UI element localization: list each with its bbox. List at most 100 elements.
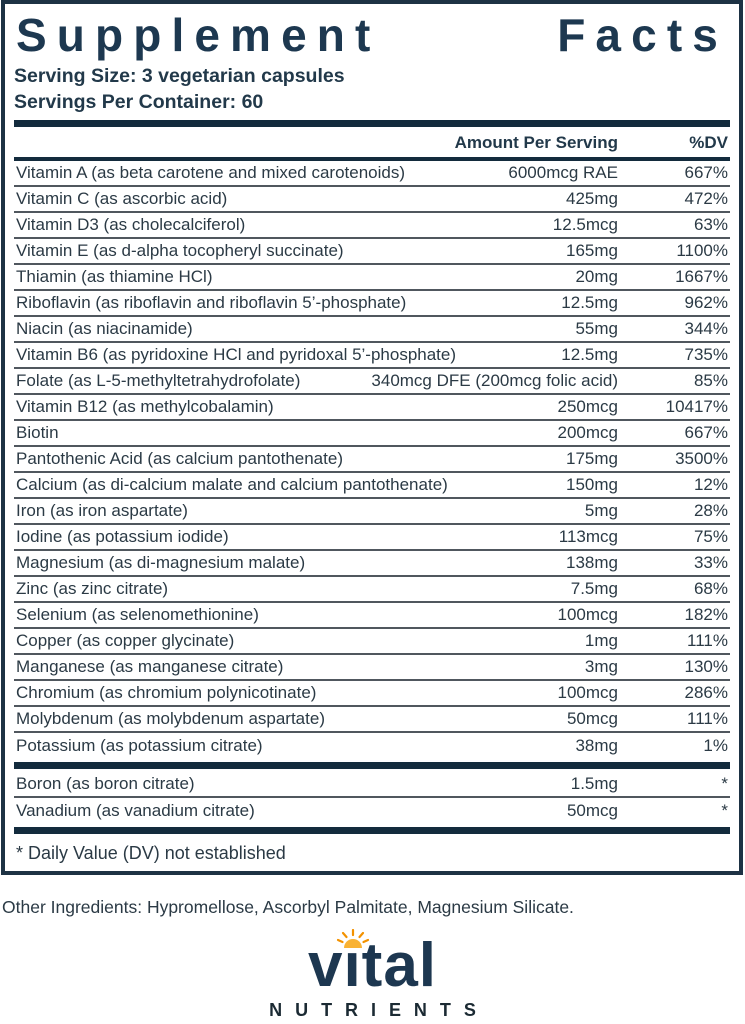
nutrient-amount: 20mg [575, 266, 618, 286]
nutrient-amount: 165mg [566, 240, 618, 260]
logo-brand-text: vı tal [307, 929, 437, 1000]
table-row: Selenium (as selenomethionine) 100mcg 18… [14, 603, 730, 629]
nutrient-dv: 28% [693, 500, 728, 520]
table-row: Pantothenic Acid (as calcium pantothenat… [14, 447, 730, 473]
serving-info: Serving Size: 3 vegetarian capsules Serv… [14, 63, 730, 115]
nutrient-table: Vitamin A (as beta carotene and mixed ca… [14, 161, 730, 759]
nutrient-name: Vitamin B6 (as pyridoxine HCl and pyrido… [16, 344, 457, 364]
nutrient-amount: 55mg [575, 318, 618, 338]
nutrient-amount: 1mg [584, 630, 618, 650]
nutrient-name: Folate (as L-5-methyltetrahydrofolate) [16, 370, 301, 390]
table-row: Potassium (as potassium citrate) 38mg 1% [14, 733, 730, 759]
table-row: Molybdenum (as molybdenum aspartate) 50m… [14, 707, 730, 733]
nutrient-amount: 12.5mg [561, 292, 618, 312]
nutrient-dv: 10417% [665, 396, 728, 416]
supplement-facts-panel: Supplement Facts Serving Size: 3 vegetar… [1, 0, 743, 875]
divider-bar-bottom [14, 826, 730, 834]
nutrient-amount: 38mg [575, 735, 618, 755]
table-row: Magnesium (as di-magnesium malate) 138mg… [14, 551, 730, 577]
daily-value-footnote: * Daily Value (DV) not established [16, 842, 286, 863]
table-row: Vitamin B6 (as pyridoxine HCl and pyrido… [14, 343, 730, 369]
table-row: Thiamin (as thiamine HCl) 20mg 1667% [14, 265, 730, 291]
servings-per-container-line: Servings Per Container: 60 [14, 90, 264, 113]
nutrient-dv: 667% [684, 162, 728, 182]
table-row: Calcium (as di-calcium malate and calciu… [14, 473, 730, 499]
nutrient-amount: 340mcg DFE (200mcg folic acid) [371, 370, 618, 390]
nutrient-name: Thiamin (as thiamine HCl) [16, 266, 213, 286]
nutrient-dv: 344% [684, 318, 728, 338]
nutrient-dv: 75% [693, 526, 728, 546]
nutrient-dv: * [721, 773, 728, 793]
header-percent-dv: %DV [689, 133, 728, 153]
nutrient-dv: 111% [687, 708, 728, 728]
panel-title-word-supplement: Supplement [16, 9, 381, 61]
nutrient-name: Chromium (as chromium polynicotinate) [16, 682, 317, 702]
table-row: Vitamin B12 (as methylcobalamin) 250mcg … [14, 395, 730, 421]
nutrient-name: Vanadium (as vanadium citrate) [16, 800, 255, 820]
nutrient-amount: 50mcg [566, 800, 618, 820]
nutrient-name: Magnesium (as di-magnesium malate) [16, 552, 306, 572]
header-rule [14, 156, 730, 161]
table-row: Boron (as boron citrate) 1.5mg * [14, 772, 730, 798]
nutrient-name: Zinc (as zinc citrate) [16, 578, 169, 598]
header-amount-per-serving: Amount Per Serving [454, 133, 618, 153]
table-row: Vitamin D3 (as cholecalciferol) 12.5mcg … [14, 213, 730, 239]
nutrient-amount: 5mg [584, 500, 618, 520]
table-row: Iron (as iron aspartate) 5mg 28% [14, 499, 730, 525]
nutrient-dv: 130% [684, 656, 728, 676]
table-row: Riboflavin (as riboflavin and riboflavin… [14, 291, 730, 317]
table-row: Vitamin A (as beta carotene and mixed ca… [14, 161, 730, 187]
nutrient-dv: 962% [684, 292, 728, 312]
nutrient-amount: 50mcg [566, 708, 618, 728]
panel-title-word-facts: Facts [557, 9, 728, 61]
nutrient-dv: 68% [693, 578, 728, 598]
nutrient-table-no-dv: Boron (as boron citrate) 1.5mg * Vanadiu… [14, 772, 730, 824]
nutrient-dv: 1100% [676, 240, 728, 260]
nutrient-name: Niacin (as niacinamide) [16, 318, 193, 338]
table-row: Zinc (as zinc citrate) 7.5mg 68% [14, 577, 730, 603]
nutrient-name: Riboflavin (as riboflavin and riboflavin… [16, 292, 407, 312]
sun-icon [336, 929, 369, 948]
table-row: Folate (as L-5-methyltetrahydrofolate) 3… [14, 369, 730, 395]
nutrient-dv: 1% [703, 735, 728, 755]
table-row: Chromium (as chromium polynicotinate) 10… [14, 681, 730, 707]
nutrient-dv: 735% [684, 344, 728, 364]
nutrient-name: Vitamin A (as beta carotene and mixed ca… [16, 162, 406, 182]
nutrient-amount: 6000mcg RAE [508, 162, 618, 182]
nutrient-name: Manganese (as manganese citrate) [16, 656, 284, 676]
nutrient-dv: 667% [684, 422, 728, 442]
nutrient-name: Boron (as boron citrate) [16, 773, 195, 793]
nutrient-amount: 1.5mg [570, 773, 618, 793]
nutrient-name: Calcium (as di-calcium malate and calciu… [16, 474, 448, 494]
vital-nutrients-logo: vı tal NUTRIENTS [0, 929, 745, 1020]
nutrient-name: Vitamin B12 (as methylcobalamin) [16, 396, 274, 416]
nutrient-name: Selenium (as selenomethionine) [16, 604, 259, 624]
nutrient-name: Iron (as iron aspartate) [16, 500, 188, 520]
nutrient-name: Iodine (as potassium iodide) [16, 526, 229, 546]
nutrient-amount: 3mg [584, 656, 618, 676]
nutrient-name: Molybdenum (as molybdenum aspartate) [16, 708, 325, 728]
table-row: Copper (as copper glycinate) 1mg 111% [14, 629, 730, 655]
logo-letter-i: ı [336, 929, 369, 998]
nutrient-name: Vitamin D3 (as cholecalciferol) [16, 214, 246, 234]
table-row: Vanadium (as vanadium citrate) 50mcg * [14, 798, 730, 824]
nutrient-name: Biotin [16, 422, 59, 442]
panel-title: Supplement Facts [14, 8, 730, 61]
nutrient-dv: 85% [693, 370, 728, 390]
logo-letter-v: v [307, 931, 344, 1000]
nutrient-dv: 182% [684, 604, 728, 624]
nutrient-name: Pantothenic Acid (as calcium pantothenat… [16, 448, 343, 468]
table-header-row: Amount Per Serving %DV [14, 130, 730, 157]
nutrient-dv: 12% [693, 474, 728, 494]
divider-bar-middle [14, 761, 730, 769]
nutrient-dv: 33% [693, 552, 728, 572]
nutrient-dv: 286% [684, 682, 728, 702]
nutrient-dv: 472% [684, 188, 728, 208]
nutrient-amount: 150mg [566, 474, 618, 494]
nutrient-dv: 63% [693, 214, 728, 234]
nutrient-amount: 7.5mg [570, 578, 618, 598]
table-row: Biotin 200mcg 667% [14, 421, 730, 447]
nutrient-amount: 175mg [566, 448, 618, 468]
logo-subtext: NUTRIENTS [269, 1000, 489, 1020]
